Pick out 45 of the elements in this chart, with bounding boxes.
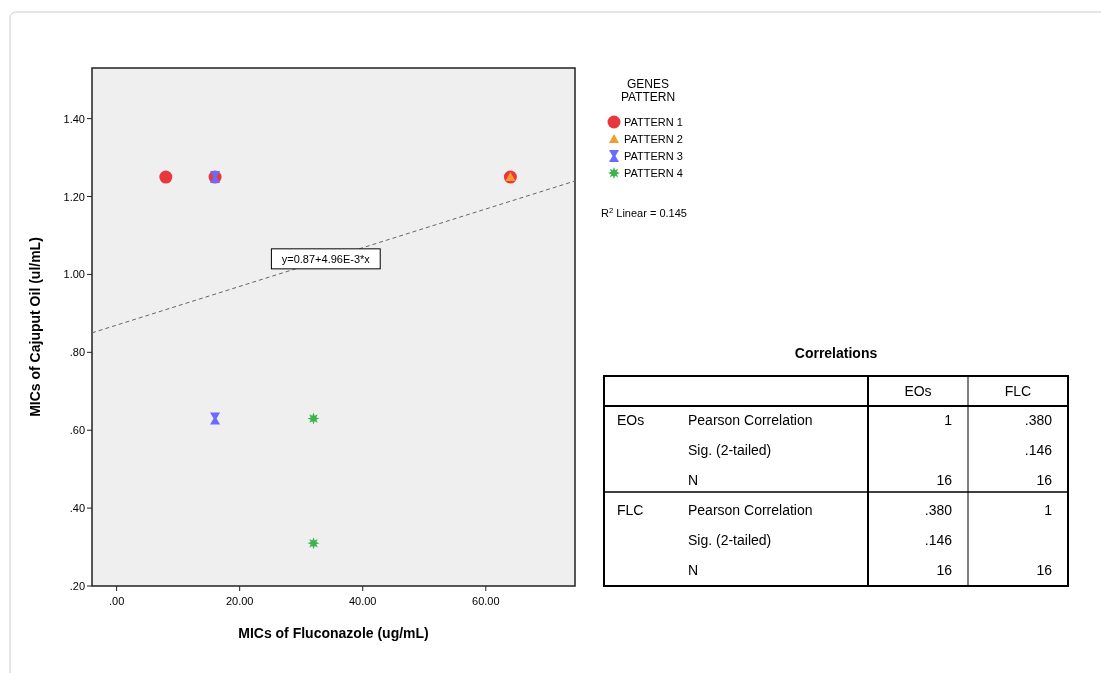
category-label: FLC [1004, 383, 1032, 399]
text: .146 [924, 532, 952, 548]
x-tick-label: 20.00 [225, 595, 254, 607]
text: Correlations [794, 345, 878, 361]
legend-title: GENES PATTERN [620, 77, 676, 104]
legend-label: PATTERN 1 [624, 116, 683, 128]
text: 1 [944, 412, 952, 428]
text: 16 [1036, 472, 1052, 488]
category-label: Pearson Correlation [688, 412, 813, 428]
y-tick-label: .20 [69, 580, 85, 592]
text: .380 [924, 502, 952, 518]
y-tick-label: .40 [69, 502, 85, 515]
text: 1 [1044, 502, 1052, 518]
text: R$^{2}$ Linear = 0.145 [601, 205, 687, 219]
x-tick-label: 60.00 [472, 595, 500, 607]
legend-label: PATTERN 4 [624, 167, 683, 179]
y-axis-title: MICs of Cajuput Oil (ul/mL) [27, 237, 43, 417]
text: .146 [1024, 442, 1052, 458]
text: 16 [936, 562, 952, 578]
x-tick-label: 40.00 [348, 595, 377, 607]
category-label: N [688, 562, 699, 578]
y-tick-label: 1.40 [63, 112, 85, 125]
category-label: FLC [617, 502, 644, 518]
point [307, 412, 320, 425]
point [210, 412, 221, 425]
category-label: EOs [904, 383, 932, 399]
category-label: Pearson Correlation [688, 502, 813, 518]
category-label: Sig. (2-tailed) [688, 442, 772, 458]
x-axis-title: MICs of Fluconazole (ug/mL) [238, 625, 429, 641]
text: 16 [1036, 562, 1052, 578]
y-tick-label: .80 [69, 346, 85, 359]
text: .380 [1024, 412, 1052, 428]
category-label: Sig. (2-tailed) [688, 532, 772, 548]
text: 16 [936, 472, 952, 488]
legend-label: PATTERN 2 [624, 133, 683, 145]
y-tick-label: .60 [69, 424, 85, 437]
category-label: N [688, 472, 699, 488]
point [159, 170, 173, 184]
y-tick-label: 1.20 [63, 190, 85, 203]
category-label: EOs [617, 412, 645, 428]
annotation: y=0.87+4.96E-3*x [281, 252, 371, 265]
point [307, 537, 320, 550]
y-tick-label: 1.00 [63, 268, 85, 281]
legend-label: PATTERN 3 [624, 150, 683, 162]
x-tick-label: .00 [108, 595, 125, 607]
